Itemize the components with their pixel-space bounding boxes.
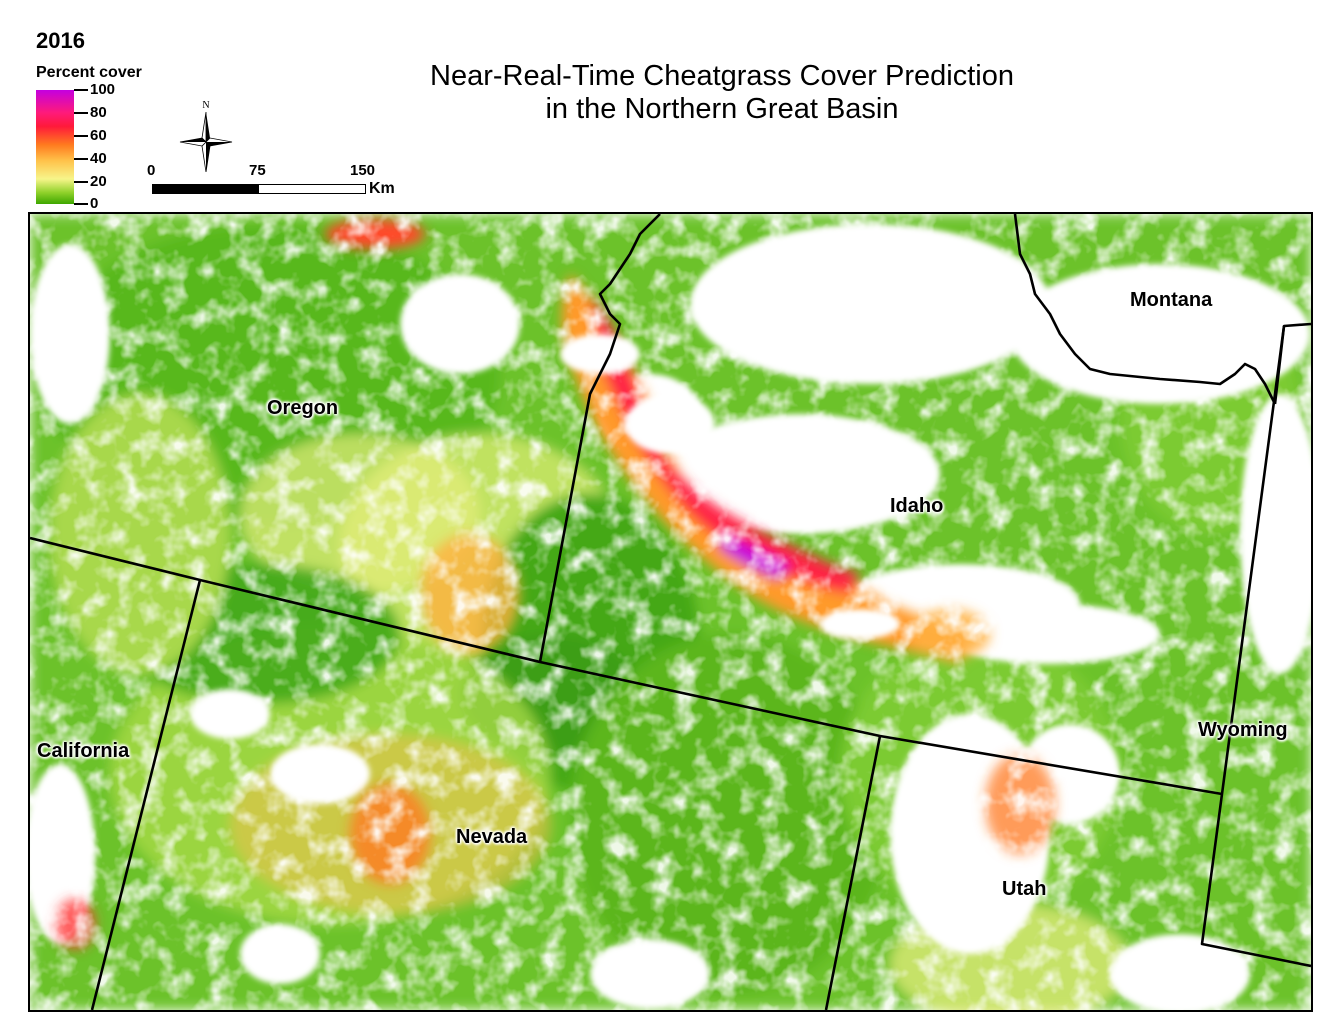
- map-frame: Oregon Idaho Montana California Nevada U…: [28, 212, 1313, 1012]
- map-title: Near-Real-Time Cheatgrass Cover Predicti…: [382, 60, 1062, 126]
- state-label-nevada: Nevada: [456, 826, 528, 848]
- legend-tick: [74, 135, 88, 137]
- state-label-wyoming: Wyoming: [1198, 719, 1288, 741]
- legend-tick-label: 40: [90, 150, 107, 167]
- california-nevada-border: [90, 579, 202, 1010]
- legend-color-ramp: [36, 90, 74, 204]
- state-label-idaho: Idaho: [890, 495, 944, 517]
- oregon-idaho-border: [538, 214, 661, 663]
- cover-raster: [30, 214, 1311, 1010]
- legend-tick-label: 100: [90, 81, 116, 98]
- state-boundaries: [30, 214, 1311, 1010]
- legend-tick-label: 60: [90, 127, 107, 144]
- legend-tick: [74, 203, 88, 205]
- north-arrow-icon: N: [176, 98, 236, 174]
- state-label-utah: Utah: [1002, 878, 1047, 900]
- scale-label: 0: [147, 162, 156, 179]
- map-title-line2: in the Northern Great Basin: [545, 93, 899, 125]
- state-label-montana: Montana: [1130, 289, 1213, 311]
- legend-tick: [74, 158, 88, 160]
- legend-tick-label: 0: [90, 195, 99, 212]
- scale-label: 150: [350, 162, 376, 179]
- idaho-montana-border: [1013, 214, 1277, 405]
- legend-tick: [74, 112, 88, 114]
- state-label-oregon: Oregon: [267, 397, 339, 419]
- scale-label: 75: [249, 162, 266, 179]
- legend-tick-label: 20: [90, 173, 107, 190]
- legend-tick-label: 80: [90, 104, 107, 121]
- legend-title: Percent cover: [36, 64, 142, 81]
- wyoming-west-border: [1200, 325, 1311, 968]
- scale-bar: [152, 184, 366, 194]
- nevada-utah-border: [824, 735, 882, 1010]
- north-label: N: [202, 100, 209, 111]
- legend-tick: [74, 89, 88, 91]
- map-year: 2016: [36, 28, 85, 53]
- legend-tick: [74, 181, 88, 183]
- scale-unit: Km: [369, 180, 395, 197]
- map-title-line1: Near-Real-Time Cheatgrass Cover Predicti…: [430, 60, 1014, 92]
- state-label-california: California: [37, 740, 130, 762]
- raster-texture: [30, 214, 1311, 1010]
